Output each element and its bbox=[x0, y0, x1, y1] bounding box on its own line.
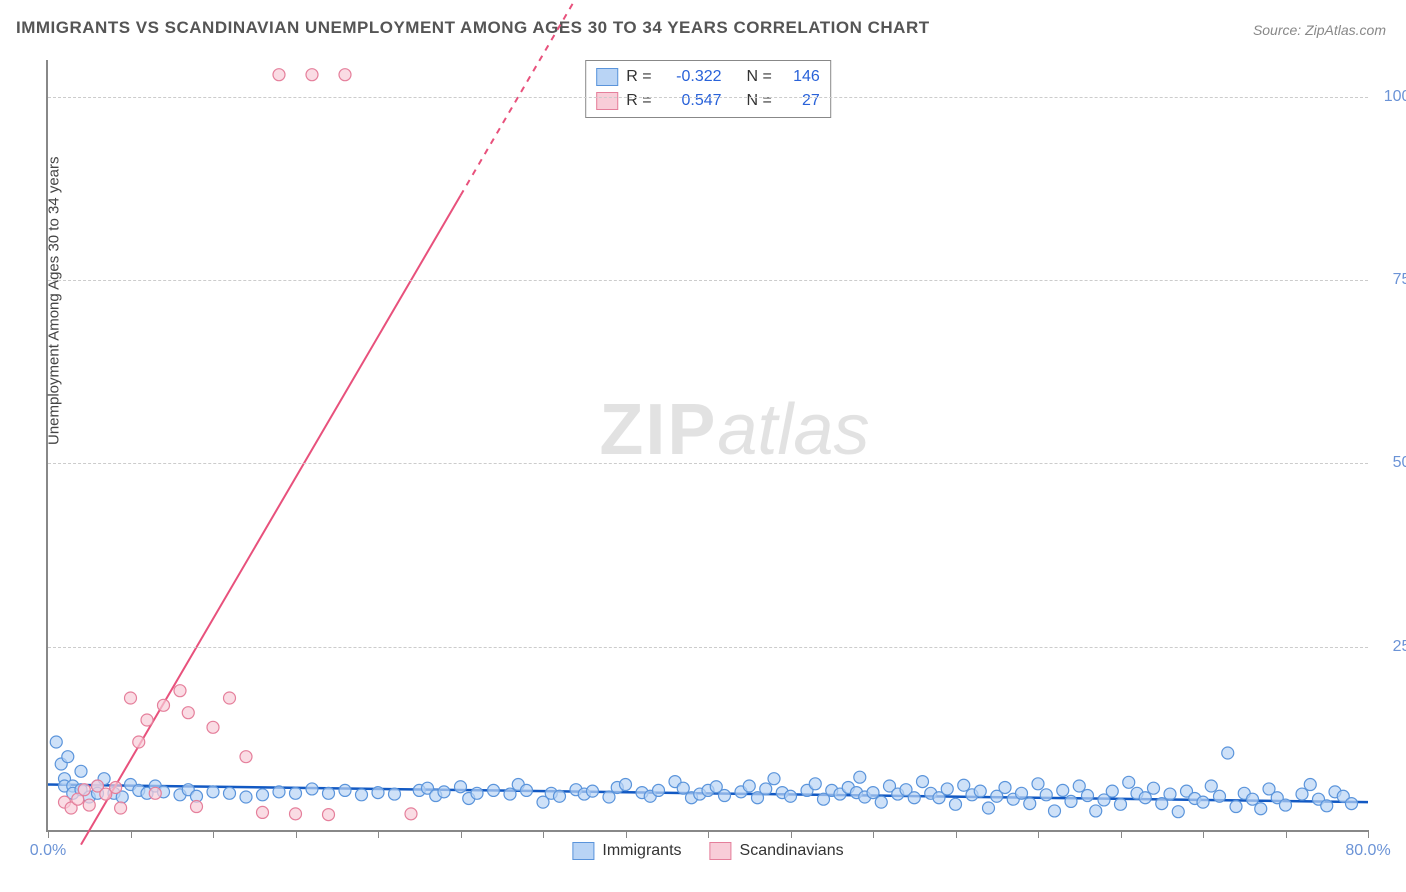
stat-r-label: R = bbox=[626, 68, 651, 86]
stats-row: R = -0.322 N = 146 bbox=[596, 65, 820, 89]
x-tick-label: 0.0% bbox=[30, 842, 66, 860]
grid-line bbox=[48, 97, 1368, 98]
x-tick-label: 80.0% bbox=[1345, 842, 1390, 860]
legend-item: Immigrants bbox=[572, 842, 681, 860]
x-tick bbox=[461, 830, 462, 838]
stat-n-label: N = bbox=[746, 92, 771, 110]
source-label: Source: ZipAtlas.com bbox=[1253, 22, 1386, 38]
legend-label: Scandinavians bbox=[740, 842, 844, 860]
stats-row: R = 0.547 N = 27 bbox=[596, 89, 820, 113]
legend: Immigrants Scandinavians bbox=[572, 842, 843, 860]
plot-area: Unemployment Among Ages 30 to 34 years Z… bbox=[46, 60, 1368, 832]
series-swatch bbox=[596, 68, 618, 86]
x-tick bbox=[1203, 830, 1204, 838]
x-tick bbox=[296, 830, 297, 838]
y-tick-label: 50.0% bbox=[1378, 454, 1406, 472]
chart-svg bbox=[48, 60, 1368, 830]
x-tick bbox=[791, 830, 792, 838]
stat-n-value: 146 bbox=[780, 68, 820, 86]
x-tick bbox=[131, 830, 132, 838]
stat-r-value: -0.322 bbox=[660, 68, 722, 86]
y-tick-label: 25.0% bbox=[1378, 638, 1406, 656]
x-tick bbox=[378, 830, 379, 838]
stat-n-label: N = bbox=[746, 68, 771, 86]
legend-swatch bbox=[572, 842, 594, 860]
x-tick bbox=[873, 830, 874, 838]
stat-r-label: R = bbox=[626, 92, 651, 110]
x-tick bbox=[956, 830, 957, 838]
stats-box: R = -0.322 N = 146 R = 0.547 N = 27 bbox=[585, 60, 831, 118]
x-tick bbox=[1038, 830, 1039, 838]
legend-label: Immigrants bbox=[602, 842, 681, 860]
series-swatch bbox=[596, 92, 618, 110]
grid-line bbox=[48, 463, 1368, 464]
grid-line bbox=[48, 280, 1368, 281]
x-tick bbox=[708, 830, 709, 838]
x-tick bbox=[1368, 830, 1369, 838]
stat-r-value: 0.547 bbox=[660, 92, 722, 110]
x-tick bbox=[626, 830, 627, 838]
legend-swatch bbox=[710, 842, 732, 860]
stat-n-value: 27 bbox=[780, 92, 820, 110]
x-tick bbox=[48, 830, 49, 838]
chart-title: IMMIGRANTS VS SCANDINAVIAN UNEMPLOYMENT … bbox=[16, 18, 930, 38]
y-tick-label: 75.0% bbox=[1378, 271, 1406, 289]
legend-item: Scandinavians bbox=[710, 842, 844, 860]
x-tick bbox=[1121, 830, 1122, 838]
y-tick-label: 100.0% bbox=[1378, 88, 1406, 106]
x-tick bbox=[543, 830, 544, 838]
x-tick bbox=[1286, 830, 1287, 838]
x-tick bbox=[213, 830, 214, 838]
grid-line bbox=[48, 647, 1368, 648]
